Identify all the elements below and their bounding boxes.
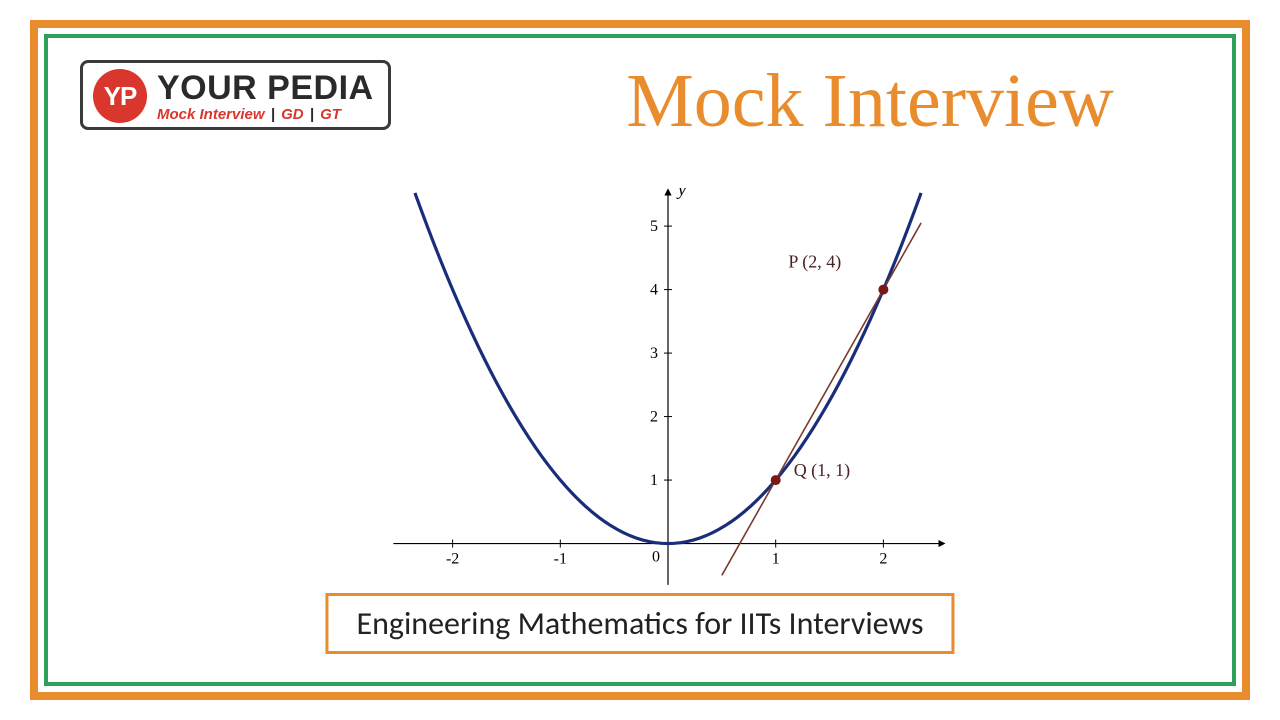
svg-text:2: 2 — [650, 409, 658, 426]
logo-main-text: YOUR PEDIA — [157, 71, 374, 105]
chart-svg: -2-112123450xyP (2, 4)Q (1, 1) — [388, 188, 948, 588]
svg-text:1: 1 — [650, 472, 658, 489]
svg-text:1: 1 — [772, 551, 780, 568]
page-title: Mock Interview — [548, 58, 1192, 145]
logo-sub-sep2: | — [304, 106, 321, 123]
chart: -2-112123450xyP (2, 4)Q (1, 1) — [388, 188, 948, 588]
svg-text:0: 0 — [652, 549, 660, 566]
outer-frame: YP YOUR PEDIA Mock Interview | GD | GT M… — [30, 20, 1250, 700]
logo-sub-left: Mock Interview — [157, 106, 265, 123]
svg-text:2: 2 — [879, 551, 887, 568]
logo-box: YP YOUR PEDIA Mock Interview | GD | GT — [80, 60, 391, 130]
content-area: YP YOUR PEDIA Mock Interview | GD | GT M… — [48, 38, 1232, 682]
subtitle-box: Engineering Mathematics for IITs Intervi… — [325, 593, 954, 654]
svg-text:P (2, 4): P (2, 4) — [788, 252, 841, 273]
inner-frame: YP YOUR PEDIA Mock Interview | GD | GT M… — [44, 34, 1236, 686]
svg-text:5: 5 — [650, 218, 658, 235]
svg-text:4: 4 — [650, 282, 658, 299]
svg-text:-2: -2 — [446, 551, 459, 568]
logo-text: YOUR PEDIA Mock Interview | GD | GT — [157, 71, 374, 122]
logo-sub-sep1: | — [265, 106, 282, 123]
logo-sub-mid: GD — [281, 106, 304, 123]
subtitle-text: Engineering Mathematics for IITs Intervi… — [356, 604, 923, 643]
svg-text:Q (1, 1): Q (1, 1) — [794, 460, 851, 481]
logo-sub-right: GT — [320, 106, 341, 123]
logo-badge-icon: YP — [93, 69, 147, 123]
svg-text:3: 3 — [650, 345, 658, 362]
logo-sub-text: Mock Interview | GD | GT — [157, 107, 374, 122]
svg-text:-1: -1 — [554, 551, 567, 568]
svg-text:y: y — [676, 188, 686, 199]
